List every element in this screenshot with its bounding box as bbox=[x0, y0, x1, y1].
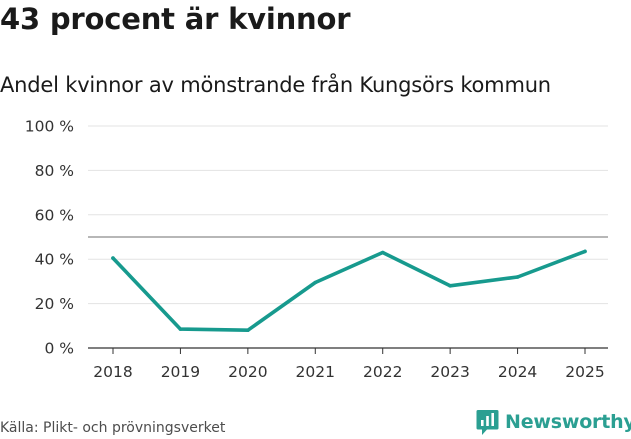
y-tick-label: 40 % bbox=[35, 251, 74, 269]
y-tick-label: 100 % bbox=[25, 118, 74, 136]
y-tick-label: 80 % bbox=[35, 162, 74, 180]
x-tick-label: 2021 bbox=[296, 363, 335, 381]
x-tick-label: 2020 bbox=[228, 363, 267, 381]
brand-logo: Newsworthy bbox=[476, 407, 631, 437]
data-point bbox=[246, 328, 250, 333]
chart-subtitle: Andel kvinnor av mönstrande från Kungsör… bbox=[0, 73, 551, 97]
y-tick-label: 60 % bbox=[35, 206, 74, 224]
x-tick-label: 2025 bbox=[565, 363, 604, 381]
x-tick-label: 2018 bbox=[93, 363, 132, 381]
x-tick-label: 2024 bbox=[498, 363, 537, 381]
newsworthy-icon bbox=[476, 409, 499, 435]
data-point bbox=[111, 256, 115, 260]
data-point bbox=[583, 249, 587, 254]
data-point bbox=[178, 327, 183, 331]
chart-title: 43 procent är kvinnor bbox=[0, 2, 351, 36]
y-tick-label: 0 % bbox=[44, 340, 74, 358]
data-point bbox=[515, 275, 520, 279]
source-note: Källa: Plikt- och prövningsverket bbox=[0, 420, 226, 436]
series-line-andel-kvinnor bbox=[111, 249, 587, 333]
data-point bbox=[313, 280, 318, 285]
x-tick-label: 2023 bbox=[430, 363, 469, 381]
x-tick-label: 2022 bbox=[363, 363, 402, 381]
x-tick-label: 2019 bbox=[161, 363, 200, 381]
y-tick-label: 20 % bbox=[35, 295, 74, 313]
data-point bbox=[448, 284, 452, 288]
data-point bbox=[380, 250, 385, 255]
brand-name: Newsworthy bbox=[505, 411, 631, 433]
